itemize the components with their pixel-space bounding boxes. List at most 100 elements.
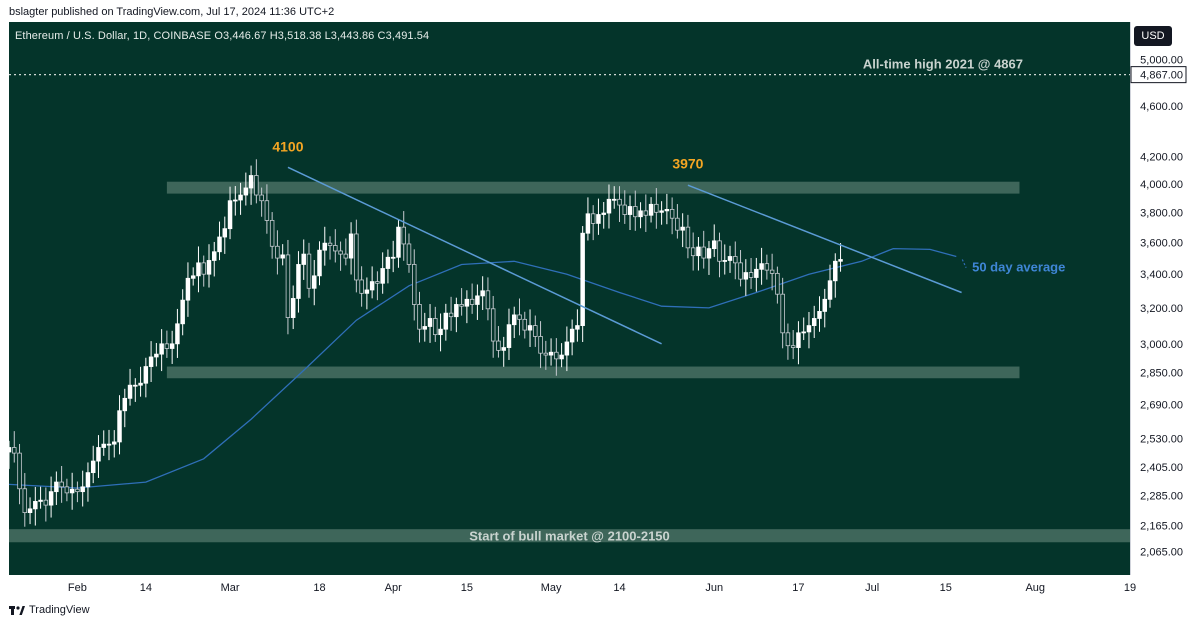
candle [480,276,485,310]
candle [627,195,633,231]
candle [733,241,738,280]
candle [643,194,649,232]
candle [122,388,128,428]
candle [780,277,785,349]
candle [754,257,759,292]
candle-body [159,343,164,355]
candle-body [759,263,764,270]
candle [148,341,154,383]
candle [564,326,570,372]
candle [559,343,564,368]
candle [680,213,685,248]
candle-body [664,209,670,212]
candle [238,182,243,215]
chart-plot-area[interactable] [9,22,1130,575]
candle [743,259,749,296]
candle [654,188,659,229]
candle [206,244,212,288]
candle-body [27,508,33,514]
candle [796,321,801,365]
candle [85,462,91,502]
candle [54,471,59,505]
candle-body [696,246,701,257]
candle-body [254,175,259,196]
candle-body [90,460,96,474]
candle [759,247,764,285]
currency-button[interactable]: USD [1134,26,1172,46]
candle [469,283,475,314]
candle-body [685,226,691,249]
candle-body [780,293,785,334]
candle-body [375,281,380,284]
price-chart[interactable]: Start of bull market @ 2100-2150 All-time… [0,0,1200,600]
candle [59,465,64,503]
candle [738,250,743,287]
candle [611,186,617,209]
candle-body [659,210,664,213]
candle [354,219,359,293]
candle [290,285,296,330]
tradingview-logo-icon [9,605,25,615]
candle-body [317,249,322,277]
candle-body [275,245,280,259]
candle-body [790,345,796,348]
candle-body [380,268,385,284]
candle-body [559,354,564,360]
candle [112,430,117,458]
ath-price-tag-box [1130,66,1187,84]
candle-body [538,336,543,354]
candle-body [454,304,459,318]
candle-body [96,447,101,462]
candle-body [675,217,680,231]
ma-label-pointer [961,259,967,268]
candle-body [369,281,375,291]
candle [227,186,233,240]
candle [101,430,106,456]
candle-body [548,351,554,356]
candle-body [617,198,622,206]
candle-body [459,304,464,307]
candle-body [527,325,533,331]
candle [533,315,538,347]
candle [412,249,417,321]
candle-body [554,351,559,360]
candle [90,445,96,484]
y-tick-label: 2,165.00 [1140,520,1183,532]
candle [201,255,206,287]
candle-body [385,256,391,269]
candle-body [464,298,470,307]
ma-label: 50 day average [972,260,1065,275]
candle-body [338,250,343,255]
y-tick-label: 2,285.00 [1140,490,1183,502]
candle [811,305,817,338]
tradingview-footer: TradingView [9,604,90,616]
y-tick-label: 3,200.00 [1140,303,1183,315]
candle [722,244,727,275]
candle-body [127,384,133,399]
price-axis-panel[interactable] [1130,22,1200,575]
candle [117,395,122,455]
candle [338,241,343,271]
candle [617,186,622,222]
candle [417,291,422,343]
candle [159,329,164,372]
candle [222,216,228,254]
candle-body [701,246,706,259]
candle-body [733,256,738,264]
candle-body [306,253,312,289]
candle [717,232,722,278]
candle [496,326,501,358]
candle [164,330,170,358]
candle-body [390,256,396,259]
candle-body [433,318,438,336]
candle [385,249,391,284]
candle [33,486,38,526]
candle-body [438,328,443,336]
candle-body [227,200,233,230]
y-tick-label: 2,530.00 [1140,434,1183,446]
candle [464,290,470,324]
candle-body [643,210,649,216]
candle [775,266,780,304]
candle [427,304,433,343]
candle-body [633,206,638,218]
